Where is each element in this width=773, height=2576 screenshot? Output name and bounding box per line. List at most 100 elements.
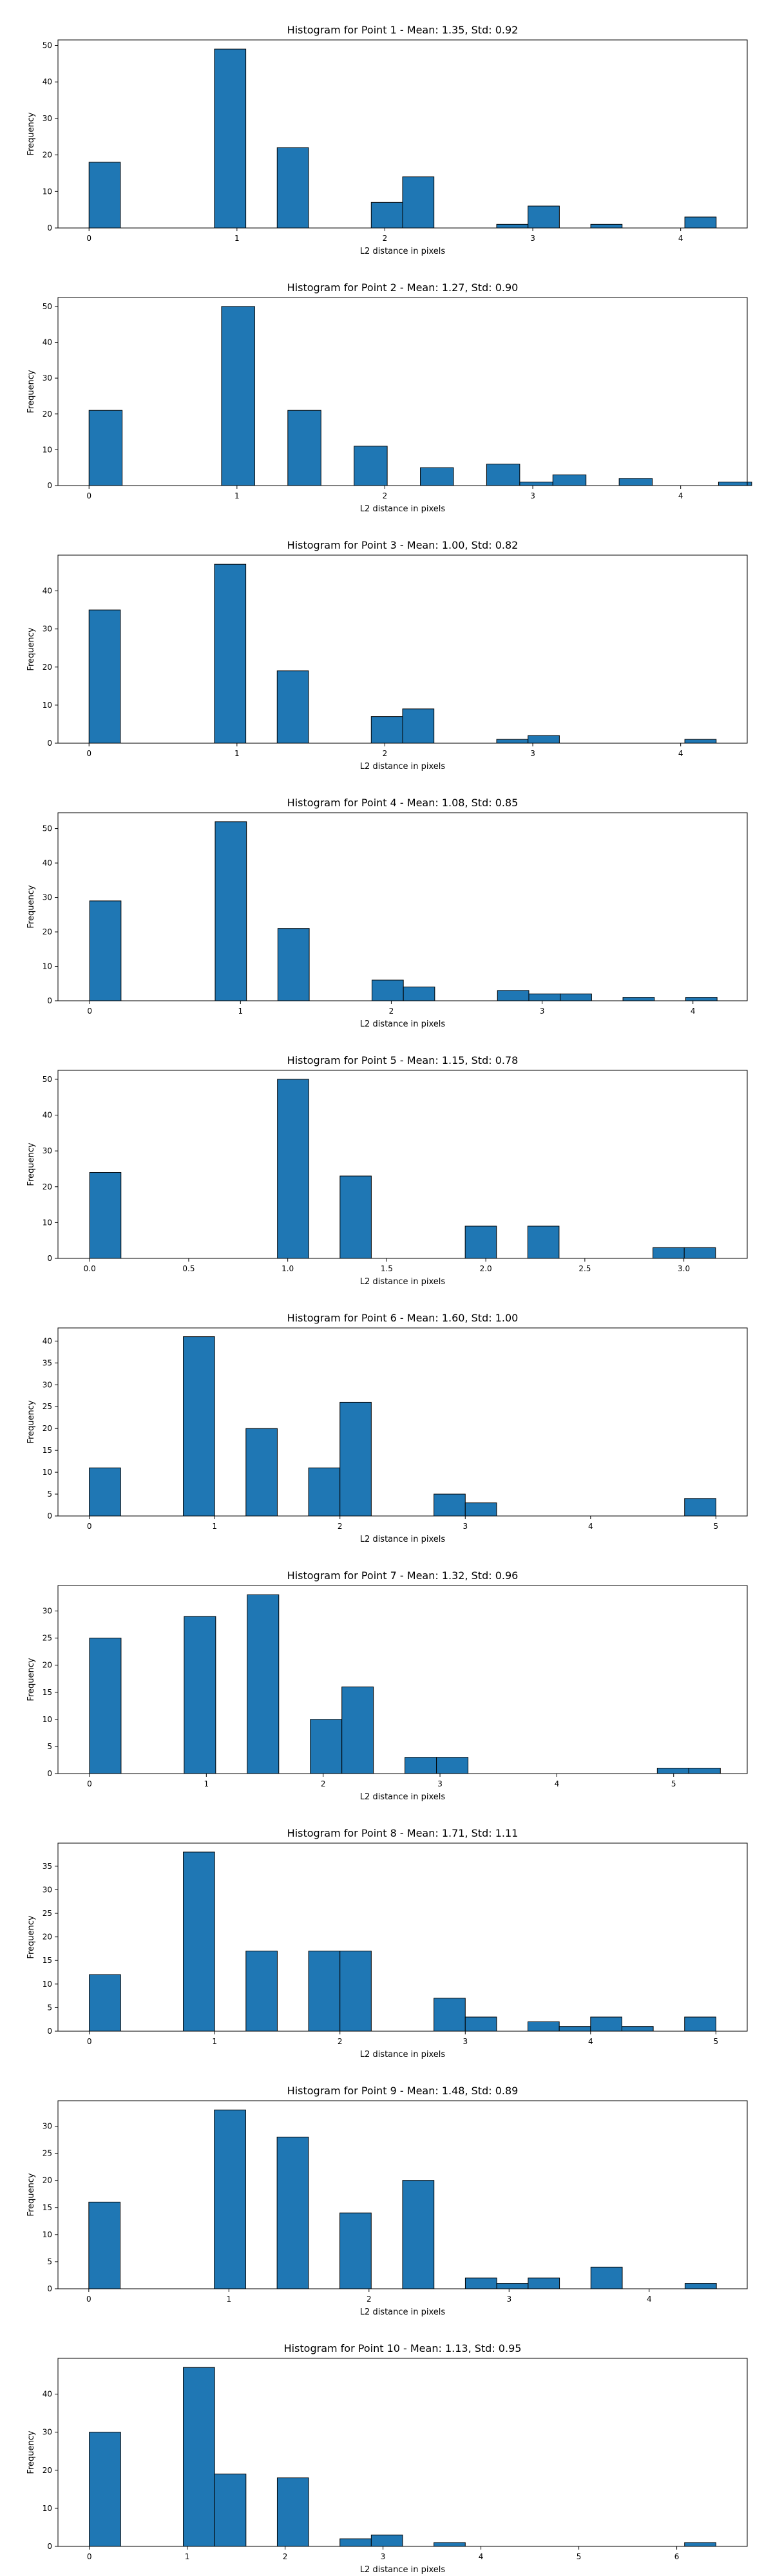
histogram-bar <box>88 410 123 486</box>
histogram-bar <box>215 821 247 1001</box>
x-tick-label: 4 <box>691 1007 696 1016</box>
x-tick-label: 2 <box>338 1522 343 1531</box>
histogram-bar <box>684 1498 716 1517</box>
chart-title: Histogram for Point 1 - Mean: 1.35, Std:… <box>287 24 519 36</box>
y-tick-label: 40 <box>43 1111 52 1120</box>
histogram-bar <box>89 1974 121 2032</box>
y-tick-label: 30 <box>43 625 52 634</box>
y-tick-label: 15 <box>43 1956 52 1965</box>
y-tick-label: 20 <box>43 151 52 160</box>
histogram-bar <box>89 900 122 1001</box>
histogram-bar <box>618 478 653 486</box>
histogram-bar <box>214 2474 247 2547</box>
y-tick-label: 0 <box>47 1769 52 1778</box>
x-axis-label: L2 distance in pixels <box>360 2307 446 2317</box>
histogram-bar <box>247 1594 280 1774</box>
y-tick-label: 10 <box>43 1980 52 1989</box>
y-axis-label: Frequency <box>26 2430 36 2474</box>
x-tick-label: 1 <box>227 2295 232 2304</box>
histogram-bar <box>527 1226 560 1259</box>
histogram-bar <box>434 2542 466 2547</box>
y-tick-label: 0 <box>47 1254 52 1263</box>
plot-frame <box>57 297 748 486</box>
chart-title: Histogram for Point 9 - Mean: 1.48, Std:… <box>287 2085 519 2097</box>
histogram-bar <box>308 1467 341 1517</box>
histogram-7: Histogram for Point 7 - Mean: 1.32, Std:… <box>26 1569 748 1802</box>
y-tick-label: 0 <box>47 223 52 232</box>
y-axis-label: Frequency <box>26 1400 36 1443</box>
histogram-bar <box>308 1951 341 2032</box>
y-axis-label: Frequency <box>26 2173 36 2216</box>
plot-frame <box>57 1585 748 1774</box>
x-tick-label: 1.5 <box>381 1264 393 1273</box>
histogram-bar <box>89 1172 122 1259</box>
x-tick-label: 3.0 <box>678 1264 690 1273</box>
histogram-bar <box>590 2266 623 2289</box>
plot-frame <box>57 2100 748 2289</box>
y-tick-label: 50 <box>43 41 52 50</box>
histogram-bar <box>590 2016 622 2032</box>
y-tick-label: 35 <box>43 1358 52 1367</box>
histogram-bar <box>89 2432 121 2547</box>
histogram-bar <box>464 1226 497 1259</box>
histogram-bar <box>341 1686 374 1774</box>
x-tick-label: 3 <box>530 749 535 758</box>
x-tick-label: 5 <box>714 2037 719 2046</box>
histogram-bar <box>464 1502 497 1517</box>
y-tick-label: 40 <box>43 587 52 596</box>
x-tick-label: 1 <box>212 1522 217 1531</box>
histogram-bar <box>528 2021 560 2032</box>
x-tick-label: 4 <box>588 1522 593 1531</box>
x-tick-label: 3 <box>463 1522 468 1531</box>
y-tick-label: 0 <box>47 2284 52 2293</box>
histogram-bar <box>684 216 717 229</box>
y-tick-label: 20 <box>43 1182 52 1191</box>
chart-title: Histogram for Point 5 - Mean: 1.15, Std:… <box>287 1054 519 1066</box>
x-axis-label: L2 distance in pixels <box>360 504 446 514</box>
y-tick-label: 40 <box>43 1336 52 1345</box>
x-tick-label: 3 <box>506 2295 511 2304</box>
histogram-bar <box>245 1951 278 2032</box>
histogram-bar <box>245 1428 278 1517</box>
y-tick-label: 30 <box>43 1885 52 1894</box>
y-tick-label: 40 <box>43 77 52 86</box>
y-tick-label: 30 <box>43 2122 52 2131</box>
chart-title: Histogram for Point 2 - Mean: 1.27, Std:… <box>287 281 519 294</box>
y-tick-label: 20 <box>43 927 52 936</box>
x-tick-label: 0.5 <box>182 1264 195 1273</box>
histogram-bar <box>339 2538 372 2547</box>
y-axis-label: Frequency <box>26 370 36 413</box>
plot-frame <box>57 554 748 744</box>
histogram-bar <box>276 670 309 744</box>
x-tick-label: 2.0 <box>480 1264 492 1273</box>
histogram-bar <box>276 2136 309 2289</box>
histogram-bar <box>528 735 560 744</box>
histogram-bar <box>89 1638 122 1774</box>
y-tick-label: 20 <box>43 663 52 672</box>
histogram-bar <box>685 997 718 1001</box>
histogram-bar <box>496 2283 529 2289</box>
y-tick-label: 10 <box>43 2230 52 2239</box>
y-tick-label: 50 <box>43 1075 52 1084</box>
x-tick-label: 3 <box>540 1007 545 1016</box>
histogram-bar <box>402 708 435 744</box>
histogram-bar <box>552 474 587 486</box>
plot-frame <box>57 2358 748 2547</box>
y-tick-label: 20 <box>43 1424 52 1433</box>
x-tick-label: 0 <box>87 1007 92 1016</box>
histogram-bar <box>420 467 454 486</box>
x-axis-label: L2 distance in pixels <box>360 762 446 772</box>
x-tick-label: 2 <box>389 1007 394 1016</box>
chart-title: Histogram for Point 10 - Mean: 1.13, Std… <box>284 2342 522 2354</box>
plot-frame <box>57 812 748 1001</box>
histogram-bar <box>436 1757 469 1774</box>
histogram-bar <box>622 997 655 1001</box>
histogram-bar <box>405 1757 437 1774</box>
x-axis-label: L2 distance in pixels <box>360 2565 446 2575</box>
histogram-bar <box>528 993 561 1001</box>
x-tick-label: 2 <box>321 1779 326 1788</box>
x-tick-label: 4 <box>678 491 683 500</box>
plot-frame <box>57 1327 748 1517</box>
histogram-bar <box>464 2016 497 2032</box>
y-tick-label: 10 <box>43 701 52 710</box>
